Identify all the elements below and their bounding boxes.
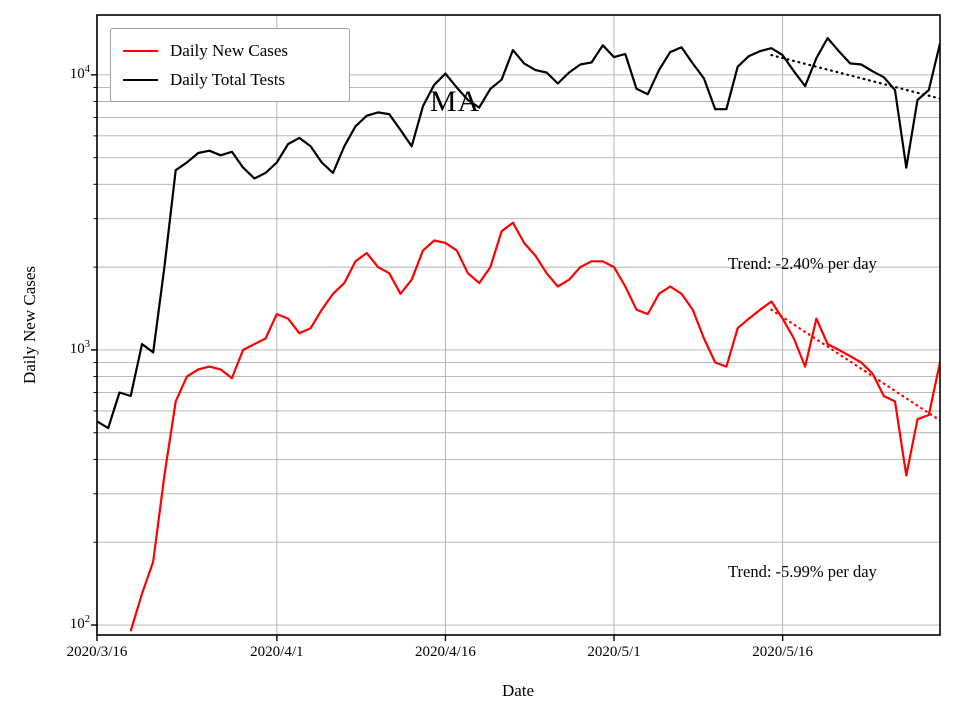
trend-line	[770, 54, 940, 100]
trend-line	[770, 308, 940, 422]
trend-annotation-cases: Trend: -5.99% per day	[728, 562, 877, 581]
legend-label-tests: Daily Total Tests	[170, 69, 286, 89]
red-line-swatch-icon	[123, 49, 158, 52]
axes-frame	[96, 14, 941, 636]
black-line-swatch-icon	[123, 78, 158, 81]
grid-lines	[96, 15, 940, 635]
y-tick-label: 104	[69, 63, 90, 82]
series-line	[97, 37, 940, 430]
trend-annotation-tests: Trend: -2.40% per day	[728, 254, 877, 273]
y-tick-label: 102	[69, 614, 90, 633]
legend-item-cases: Daily New Cases	[123, 36, 337, 65]
y-axis-label: Daily New Cases	[20, 265, 39, 385]
plot-area: MA Daily New Cases Daily Total Tests Tre…	[91, 14, 941, 641]
legend-label-cases: Daily New Cases	[170, 40, 289, 60]
x-tick-label: 2020/5/16	[752, 644, 814, 660]
x-tick-label: 2020/4/1	[250, 644, 304, 660]
y-tick-label: 103	[69, 338, 90, 357]
legend: Daily New Cases Daily Total Tests	[110, 28, 350, 102]
series-line	[129, 221, 940, 632]
axis-ticks	[91, 74, 784, 641]
x-tick-label: 2020/5/1	[587, 644, 641, 660]
plot-canvas	[91, 14, 941, 641]
legend-item-tests: Daily Total Tests	[123, 65, 337, 94]
x-tick-label: 2020/3/16	[66, 644, 128, 660]
x-tick-label: 2020/4/16	[415, 644, 476, 660]
x-axis-label: Date	[501, 681, 535, 700]
chart-title: MA	[429, 85, 481, 118]
